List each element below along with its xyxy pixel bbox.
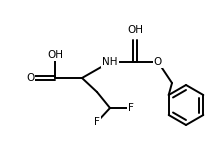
Text: F: F [94,117,100,127]
Text: F: F [128,103,134,113]
Text: OH: OH [47,50,63,60]
Text: NH: NH [102,57,118,67]
Text: O: O [26,73,34,83]
Text: OH: OH [127,25,143,35]
Text: O: O [154,57,162,67]
